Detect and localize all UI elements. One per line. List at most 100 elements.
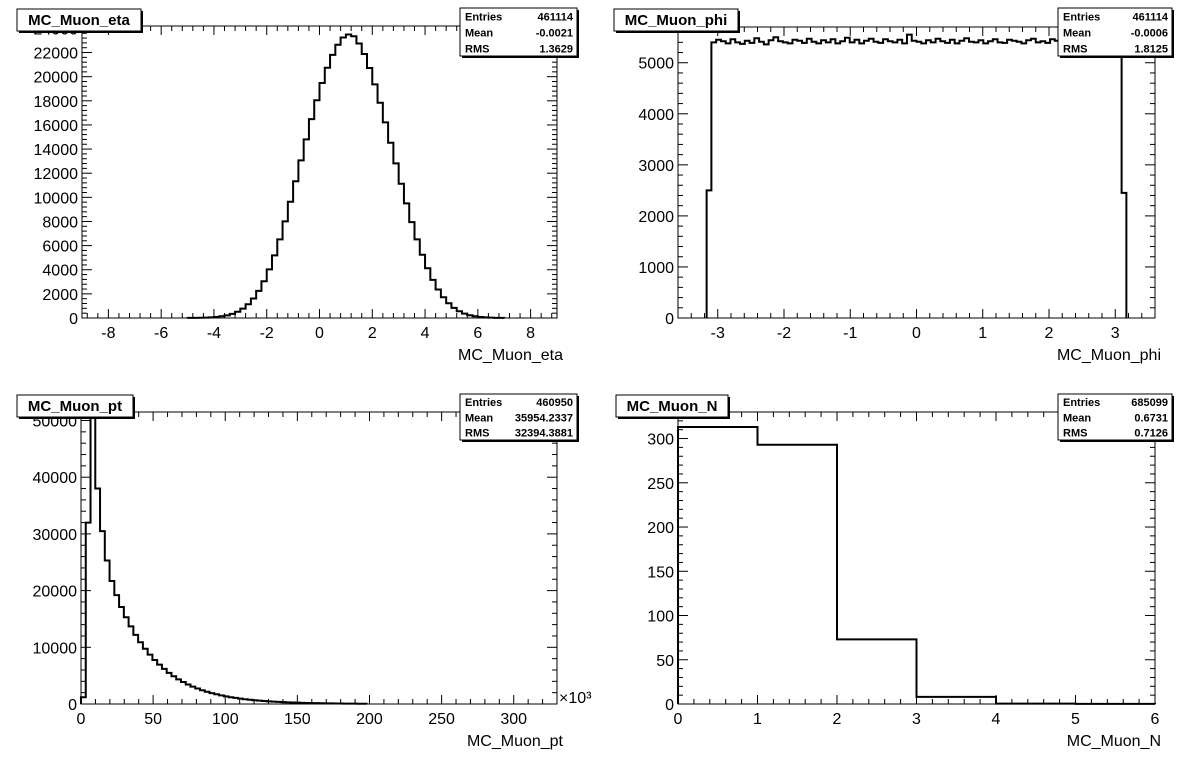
x-tick-label: 3 [1111,325,1120,342]
x-tick-label: 100 [212,711,239,728]
x-tick-label: 250 [428,711,455,728]
y-tick-label: 150 [647,564,674,581]
x-tick-label: -2 [777,325,791,342]
title-box [16,8,142,32]
x-tick-label: 4 [421,325,430,342]
stats-label: Mean [1063,412,1091,424]
x-tick-label: 50 [144,711,162,728]
x-tick-label: -8 [101,325,115,342]
x-tick-label: 2 [368,325,377,342]
title-box [613,8,739,32]
histogram-line [705,33,1128,318]
x-tick-label: 3 [912,711,921,728]
x-tick-label: -6 [154,325,168,342]
x-tick-label: -2 [260,325,274,342]
y-tick-label: 18000 [34,94,79,111]
plot-frame [677,26,1156,319]
histogram-title: MC_Muon_N [627,398,718,415]
x-tick-label: 1 [978,325,987,342]
histogram-panel-MC_Muon_pt: 0 50 100 150 200 250 3000100002000030000400005… [16,393,592,750]
x-tick-label: 1 [753,711,762,728]
x-tick-label: 6 [473,325,482,342]
histogram-panel-MC_Muon_N: 0 1 2 3 4 5 6 0 50 100 150 200 250 300 MC_Muon_N MC_Muo… [615,393,1174,750]
y-tick-label: 14000 [34,142,79,159]
x-tick-label: 8 [526,325,535,342]
stats-value: 461114 [538,11,574,23]
stats-value: -0.0021 [536,27,573,39]
y-tick-label: 50 [656,653,674,670]
stats-value: 35954.2337 [515,412,573,424]
y-tick-label: 0 [665,697,674,714]
x-tick-label: 0 [315,325,324,342]
histogram-panel-MC_Muon_phi: -3 -2 -1 0 1 2 3 0 1000 2000 3000 4000 5000 MC_Muon_p… [613,7,1174,364]
x-tick-label: 0 [77,711,86,728]
x-tick-label: 150 [284,711,311,728]
x-tick-label: 2 [833,711,842,728]
y-tick-label: 6000 [42,239,78,256]
stats-label: RMS [1063,43,1087,55]
histogram-line [186,33,506,319]
y-tick-label: 300 [647,432,674,449]
x-tick-label: -4 [207,325,221,342]
title-box [16,394,134,418]
x-tick-label: -1 [843,325,857,342]
y-tick-label: 0 [68,697,77,714]
x-tick-label: 5 [1071,711,1080,728]
stats-value: 1.8125 [1134,43,1168,55]
y-tick-label: 1000 [638,260,674,277]
stats-label: RMS [465,43,489,55]
x-tick-label: 4 [992,711,1001,728]
x-tick-label: 2 [1045,325,1054,342]
histogram-line [80,416,368,705]
x-tick-label: 200 [356,711,383,728]
x-tick-label: 6 [1151,711,1160,728]
stats-label: RMS [1063,428,1087,440]
x-tick-label: 0 [912,325,921,342]
histogram-title: MC_Muon_eta [28,12,130,29]
y-tick-label: 250 [647,476,674,493]
stats-box [459,7,578,57]
histogram-panel-MC_Muon_eta: -8 -6 -4 -2 0 2 4 6 8 0 2000 4000 6000 8000 10000 12000… [16,7,579,364]
plot-frame [81,25,558,319]
stats-label: Entries [1063,11,1100,23]
stats-value: 32394.3881 [515,428,573,440]
y-tick-label: 2000 [42,287,78,304]
stats-value: 0.6731 [1134,412,1168,424]
stats-value: 461114 [1133,11,1169,23]
y-tick-label: 8000 [42,214,78,231]
y-tick-label: 22000 [34,46,79,63]
stats-value: 1.3629 [539,43,573,55]
stats-label: Entries [465,397,502,409]
y-tick-label: 40000 [33,470,78,487]
y-tick-label: 30000 [33,527,78,544]
x-tick-label: 0 [674,711,683,728]
stats-value: 0.7126 [1134,428,1168,440]
y-tick-label: 4000 [42,263,78,280]
y-tick-label: 16000 [34,118,79,135]
y-tick-label: 200 [647,520,674,537]
histogram-title: MC_Muon_pt [28,398,122,415]
stats-box [459,393,578,441]
y-tick-label: 100 [647,609,674,626]
stats-label: Entries [1063,397,1100,409]
stats-label: Mean [465,412,493,424]
stats-value: 685099 [1131,397,1168,409]
stats-box [1057,7,1173,57]
y-tick-label: 10000 [34,190,79,207]
stats-label: Entries [465,11,502,23]
y-tick-label: 20000 [34,70,79,87]
stats-label: Mean [465,27,493,39]
y-tick-label: 10000 [33,640,78,657]
stats-value: 460950 [536,397,573,409]
title-box [615,394,729,418]
histogram-title: MC_Muon_phi [625,12,728,29]
y-tick-label: 3000 [638,158,674,175]
stats-label: RMS [465,428,489,440]
x-axis-label: MC_Muon_phi [1057,347,1161,364]
y-tick-label: 2000 [638,209,674,226]
stats-value: -0.0006 [1131,27,1168,39]
y-tick-label: 0 [69,311,78,328]
x-tick-label: 300 [500,711,527,728]
stats-box [1057,393,1173,441]
